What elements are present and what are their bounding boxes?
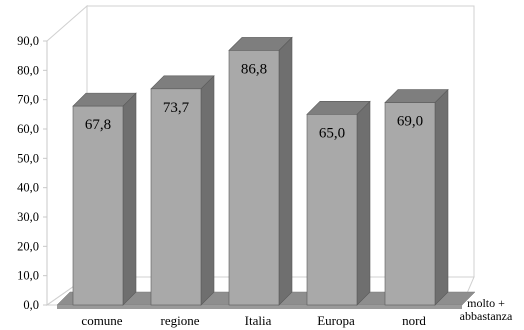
y-tick-label: 20,0	[17, 239, 39, 253]
legend: molto +abbastanza	[460, 296, 513, 323]
x-tick-label: Europa	[317, 313, 355, 328]
y-tick-label: 90,0	[17, 34, 39, 48]
bar-side	[356, 100, 371, 306]
bar	[72, 105, 124, 306]
x-tick-label: regione	[161, 313, 200, 328]
data-label: 69,0	[397, 114, 423, 130]
y-tick-label: 30,0	[17, 210, 39, 224]
bar-side	[278, 36, 293, 306]
y-tick-label: 80,0	[17, 63, 39, 77]
x-tick-label: Italia	[245, 313, 272, 328]
y-tick-label: 50,0	[17, 151, 39, 165]
y-tick-label: 70,0	[17, 93, 39, 107]
floor-front	[57, 305, 462, 309]
data-label: 67,8	[85, 117, 111, 133]
y-tick-label: 10,0	[17, 269, 39, 283]
bar	[228, 50, 280, 306]
legend-label: molto +	[467, 296, 505, 310]
y-tick-label: 0,0	[23, 298, 39, 312]
bars: 67,8 73,7 86,8 65,0 69,0	[56, 36, 476, 309]
data-label: 86,8	[241, 61, 267, 77]
x-tick-label: comune	[81, 313, 122, 328]
x-tick-label: nord	[402, 313, 426, 328]
x-axis: comune regione Italia Europa nord	[81, 313, 426, 328]
y-tick-label: 40,0	[17, 181, 39, 195]
bar	[384, 102, 436, 306]
bar-side	[434, 88, 449, 306]
bar	[150, 88, 202, 306]
bar-side	[200, 75, 215, 306]
bar-side	[122, 92, 137, 306]
y-axis: 0,0 10,0 20,0 30,0 40,0 50,0 60,0 70,0 80,0 90,0	[17, 34, 48, 312]
y-tick-label: 60,0	[17, 122, 39, 136]
data-label: 65,0	[319, 125, 345, 141]
legend-label: abbastanza	[460, 309, 513, 323]
data-label: 73,7	[163, 100, 190, 116]
bar	[306, 114, 358, 306]
